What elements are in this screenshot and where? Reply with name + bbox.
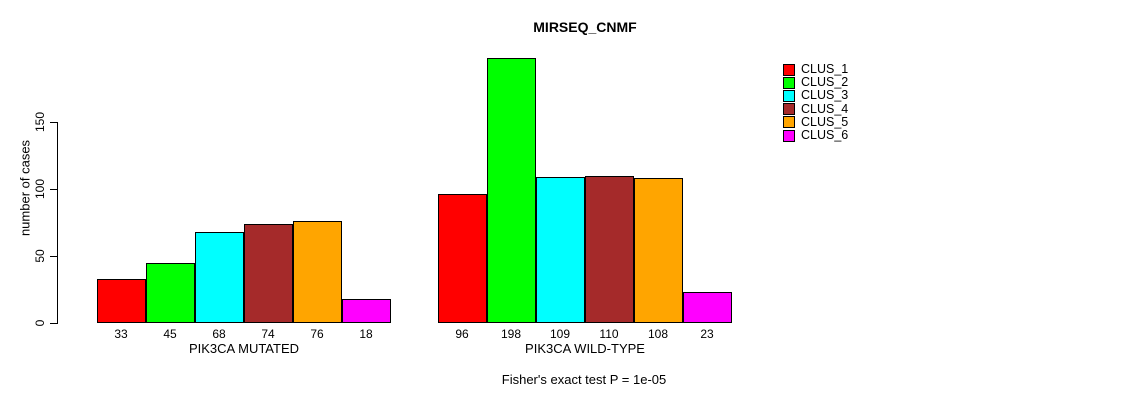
bar-value-label: 68 — [212, 327, 226, 341]
y-axis-tick — [50, 122, 57, 123]
bar-value-label: 109 — [549, 327, 571, 341]
bar-value-label: 33 — [114, 327, 128, 341]
legend-label: CLUS_5 — [801, 114, 849, 129]
legend-swatch — [783, 116, 795, 129]
bar-value-label: 108 — [647, 327, 669, 341]
bar-value-label: 198 — [500, 327, 522, 341]
bar-clus_6-mutated — [342, 299, 391, 323]
legend-item-clus_3: CLUS_3 — [783, 89, 848, 102]
legend-swatch — [783, 63, 795, 76]
y-axis-tick-label: 150 — [33, 111, 47, 133]
fisher-test-annotation: Fisher's exact test P = 1e-05 — [501, 372, 667, 387]
bar-clus_5-wild-type — [634, 178, 683, 323]
legend-item-clus_5: CLUS_5 — [783, 114, 849, 129]
y-axis-tick — [50, 189, 57, 190]
y-axis-line — [57, 122, 58, 324]
group-label-mutated: PIK3CA MUTATED — [188, 341, 300, 356]
bar-clus_1-wild-type — [438, 194, 487, 323]
bar-value-label: 18 — [359, 327, 373, 341]
y-axis-tick-label: 0 — [33, 319, 47, 327]
legend-item-clus_6: CLUS_6 — [783, 129, 848, 142]
legend-label: CLUS_4 — [801, 101, 849, 116]
bar-clus_5-mutated — [293, 221, 342, 323]
legend-label: CLUS_2 — [801, 75, 849, 90]
legend: CLUS_1 CLUS_2 CLUS_3 CLUS_4 CLUS_5 CLUS_6 — [783, 63, 848, 142]
legend-swatch — [783, 89, 795, 102]
bar-value-label: 45 — [163, 327, 177, 341]
bar-clus_3-mutated — [195, 232, 244, 323]
bar-clus_1-mutated — [97, 279, 146, 323]
y-axis-tick-label: 50 — [33, 249, 47, 263]
y-axis-label: number of cases — [17, 139, 33, 237]
bar-value-label: 74 — [261, 327, 275, 341]
legend-item-clus_2: CLUS_2 — [783, 76, 848, 89]
y-axis-tick — [50, 323, 57, 324]
bar-value-label: 96 — [455, 327, 469, 341]
bar-clus_4-mutated — [244, 224, 293, 323]
chart-title: MIRSEQ_CNMF — [533, 19, 637, 35]
legend-swatch — [783, 129, 795, 142]
legend-label: CLUS_6 — [801, 128, 849, 143]
bar-clus_2-wild-type — [487, 58, 536, 323]
bar-clus_4-wild-type — [585, 176, 634, 323]
legend-swatch — [783, 103, 795, 116]
bar-clus_2-mutated — [146, 263, 195, 323]
bar-value-label: 110 — [599, 327, 619, 341]
legend-swatch — [783, 76, 795, 89]
y-axis-tick-label: 100 — [33, 178, 47, 200]
group-label-wild-type: PIK3CA WILD-TYPE — [525, 341, 645, 356]
legend-item-clus_1: CLUS_1 — [783, 63, 848, 76]
bar-value-label: 76 — [310, 327, 324, 341]
bar-clus_6-wild-type — [683, 292, 732, 323]
y-axis-tick — [50, 256, 57, 257]
legend-label: CLUS_1 — [801, 62, 849, 77]
bar-clus_3-wild-type — [536, 177, 585, 323]
legend-item-clus_4: CLUS_4 — [783, 101, 849, 116]
legend-label: CLUS_3 — [801, 88, 849, 103]
bar-value-label: 23 — [700, 327, 714, 341]
